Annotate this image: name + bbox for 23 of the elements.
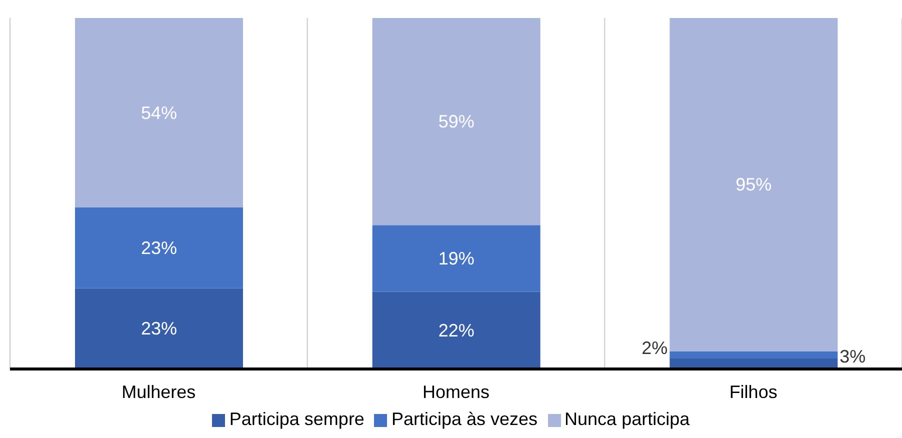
legend-label: Participa às vezes xyxy=(391,409,538,429)
data-label: 54% xyxy=(140,102,178,123)
data-label: 22% xyxy=(438,320,474,340)
x-tick-label: Homens xyxy=(422,382,490,402)
data-label: 2% xyxy=(642,338,668,358)
bar xyxy=(75,18,243,208)
data-label: 95% xyxy=(736,174,772,195)
data-label: 59% xyxy=(438,112,474,132)
x-tick-label: Filhos xyxy=(729,382,778,402)
bar xyxy=(670,351,838,358)
data-label: 23% xyxy=(140,318,178,339)
data-label: 23% xyxy=(140,238,178,258)
bar xyxy=(75,288,243,369)
data-label: 19% xyxy=(438,248,474,268)
legend-label: Participa sempre xyxy=(229,409,364,429)
x-tick-label: Mulheres xyxy=(122,382,196,402)
bar xyxy=(75,208,243,288)
bar xyxy=(670,18,838,352)
bar xyxy=(372,292,540,369)
bar xyxy=(372,225,540,292)
legend-label: Nunca participa xyxy=(564,409,690,429)
bar xyxy=(372,18,540,226)
data-label: 3% xyxy=(840,346,866,367)
